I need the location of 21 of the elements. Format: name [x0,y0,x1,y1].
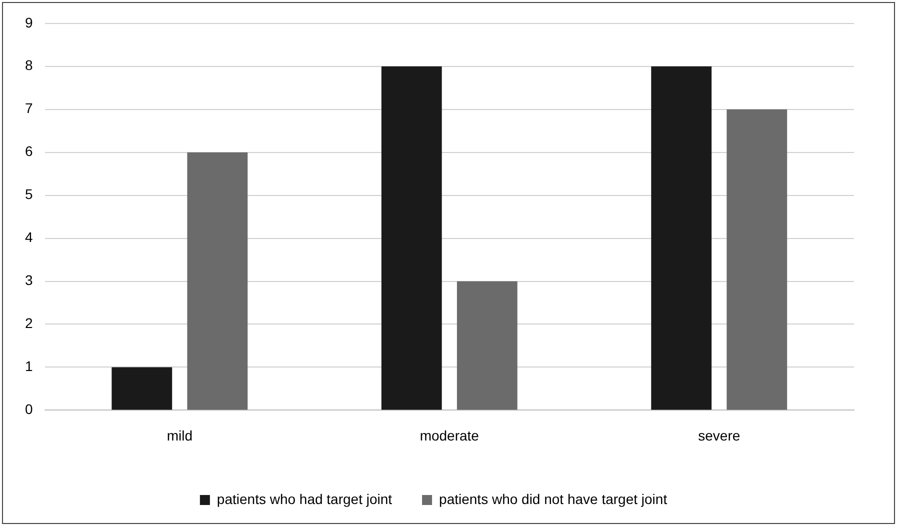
bar [112,367,172,410]
y-tick-label: 5 [24,186,33,202]
bar [187,152,248,410]
bar [651,66,712,410]
bar [381,66,442,410]
bar [456,281,518,410]
y-tick-label: 7 [24,100,33,116]
y-tick-label: 8 [24,57,33,74]
x-tick-label: mild [166,427,192,444]
x-tick-label: moderate [420,427,480,444]
bar [726,109,788,410]
y-tick-label: 2 [24,315,33,332]
y-tick-label: 4 [24,229,33,246]
y-tick-label: 9 [24,14,33,30]
legend-label: patients who did not have target joint [439,490,668,507]
y-tick-label: 0 [24,401,33,418]
y-tick-label: 1 [24,358,33,374]
y-tick-label: 3 [24,272,33,288]
y-tick-label: 6 [24,143,33,160]
legend-label: patients who had target joint [216,490,392,507]
x-tick-label: severe [698,427,740,444]
